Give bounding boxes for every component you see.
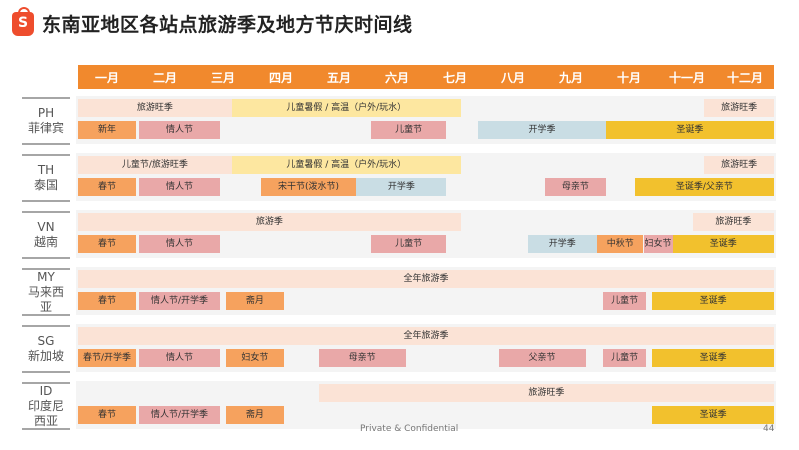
month-header-cell: 八月 <box>500 70 525 85</box>
timeline-bar: 儿童节/旅游旺季 <box>78 156 232 174</box>
month-header-cell: 四月 <box>268 70 293 85</box>
timeline-bar: 圣诞季/父亲节 <box>634 178 774 196</box>
region-code: MY <box>37 269 55 284</box>
region-label-vn: VN 越南 <box>22 211 70 259</box>
month-header-cell: 六月 <box>384 70 409 85</box>
footer-confidential: Private & Confidential <box>360 424 459 434</box>
timeline-bar: 全年旅游季 <box>78 270 774 288</box>
timeline-bar: 情人节 <box>138 349 221 367</box>
shopee-logo: S <box>12 7 34 36</box>
month-header-cell: 二月 <box>152 70 177 85</box>
timeline-bar: 圣诞季 <box>652 349 774 367</box>
region-name: 印度尼西亚 <box>27 398 64 428</box>
region-label-sg: SG 新加坡 <box>22 325 70 373</box>
month-header-cell: 三月 <box>210 70 235 85</box>
timeline-bar: 春节 <box>78 406 136 424</box>
region-code: VN <box>37 220 55 234</box>
month-header-cell: 五月 <box>326 70 351 85</box>
timeline-bar: 母亲节 <box>318 349 406 367</box>
timeline-bar: 情人节 <box>138 235 221 253</box>
page-number: 44 <box>763 424 775 434</box>
timeline-bar: 妇女节 <box>643 235 673 253</box>
timeline-bar: 开学季 <box>527 235 598 253</box>
timeline-bar: 春节 <box>78 235 136 253</box>
region-label-ph: PH 菲律宾 <box>22 97 70 145</box>
timeline-bar: 旅游旺季 <box>704 99 774 117</box>
timeline-bar: 圣诞季 <box>672 235 774 253</box>
region-name: 越南 <box>33 235 58 249</box>
region-code: TH <box>37 163 55 177</box>
timeline-bar: 宋干节(泼水节) <box>260 178 357 196</box>
timeline-bar: 旅游旺季 <box>78 99 232 117</box>
timeline-bar: 新年 <box>78 121 136 139</box>
timeline-bar: 儿童暑假 / 高温（户外/玩水） <box>231 99 461 117</box>
timeline-bar: 情人节 <box>138 121 221 139</box>
timeline-bar: 春节/开学季 <box>78 349 136 367</box>
timeline-bar: 全年旅游季 <box>78 327 774 345</box>
timeline-bar: 情人节/开学季 <box>138 292 221 310</box>
region-name: 菲律宾 <box>27 121 64 135</box>
page-title: 东南亚地区各站点旅游季及地方节庆时间线 <box>42 14 413 36</box>
region-label-my: MY 马来西亚 <box>22 268 70 316</box>
timeline-bar: 儿童节 <box>602 292 647 310</box>
timeline-bar: 圣诞季 <box>652 406 774 424</box>
month-header-cell: 七月 <box>442 70 467 85</box>
region-label-th: TH 泰国 <box>22 154 70 202</box>
month-header-cell: 九月 <box>558 70 583 85</box>
timeline-bar: 圣诞季 <box>605 121 774 139</box>
timeline-bar: 开学季 <box>356 178 447 196</box>
timeline-bar: 春节 <box>78 178 136 196</box>
timeline-bar: 旅游旺季 <box>704 156 774 174</box>
region-name: 新加坡 <box>27 349 64 363</box>
region-name: 马来西亚 <box>27 284 64 314</box>
timeline-bar: 旅游旺季 <box>318 384 774 402</box>
month-header-cell: 十一月 <box>668 70 705 85</box>
timeline-bar: 儿童节 <box>370 235 447 253</box>
timeline-bar: 儿童节 <box>370 121 447 139</box>
region-code: PH <box>37 106 55 120</box>
timeline-bar: 情人节 <box>138 178 221 196</box>
region-code: ID <box>39 383 53 398</box>
timeline-bar: 开学季 <box>478 121 606 139</box>
region-code: SG <box>37 334 55 348</box>
timeline-bar: 儿童暑假 / 高温（户外/玩水） <box>231 156 461 174</box>
timeline-bar: 斋月 <box>225 406 284 424</box>
timeline-bar: 妇女节 <box>225 349 284 367</box>
logo-letter: S <box>17 15 29 31</box>
region-label-id: ID 印度尼西亚 <box>22 382 70 430</box>
timeline-bar: 情人节/开学季 <box>138 406 221 424</box>
timeline-bar: 旅游季 <box>78 213 461 231</box>
month-header-cell: 一月 <box>94 70 119 85</box>
month-header: 一月 二月 三月 四月 五月 六月 七月 八月 九月 十月 十一月 十二月 <box>78 65 774 89</box>
timeline-bar: 中秋节 <box>597 235 644 253</box>
month-header-cell: 十月 <box>616 70 641 85</box>
timeline-bar: 春节 <box>78 292 136 310</box>
timeline-bar: 母亲节 <box>544 178 606 196</box>
timeline-bar: 儿童节 <box>602 349 647 367</box>
month-header-cell: 十二月 <box>726 70 763 85</box>
timeline-bar: 斋月 <box>225 292 284 310</box>
timeline-bar: 旅游旺季 <box>692 213 774 231</box>
timeline-bar: 圣诞季 <box>652 292 774 310</box>
timeline-bar: 父亲节 <box>498 349 586 367</box>
region-name: 泰国 <box>33 178 58 192</box>
